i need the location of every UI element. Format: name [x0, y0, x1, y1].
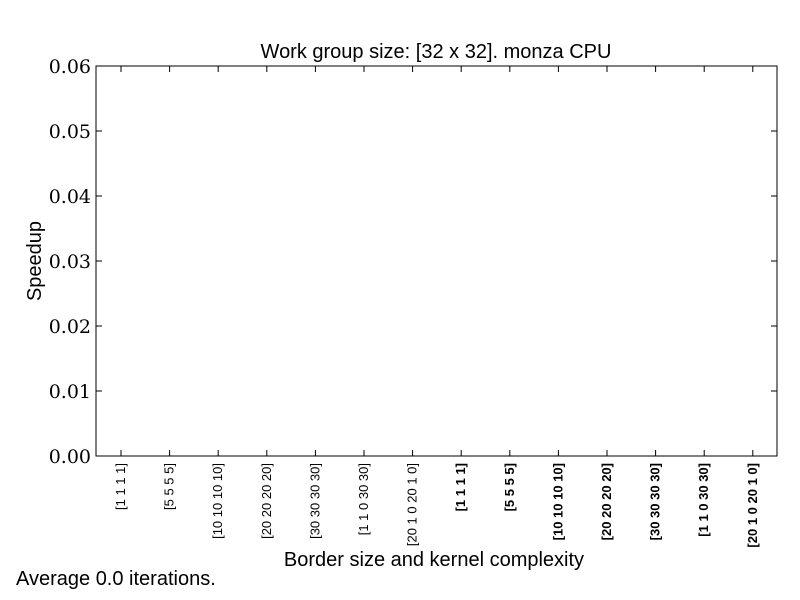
y-tick-label: 0.06 [49, 56, 91, 78]
x-tick-label: [30 30 30 30] [648, 463, 663, 540]
y-tick-label: 0.04 [49, 186, 91, 208]
x-tick-label: [20 20 20 20] [259, 463, 274, 539]
x-tick-label: [10 10 10 10] [550, 463, 565, 540]
x-tick-label: [30 30 30 30] [307, 463, 322, 539]
x-tick-label: [1 1 1 1] [453, 463, 468, 511]
x-tick-label: [10 10 10 10] [210, 463, 225, 539]
y-tick-label: 0.03 [49, 251, 91, 273]
footnote: Average 0.0 iterations. [16, 568, 216, 590]
x-tick-label: [20 20 20 20] [599, 463, 614, 540]
y-tick-label: 0.00 [49, 446, 91, 468]
x-tick-label: [20 1 0 20 1 0] [405, 463, 420, 546]
x-tick-label: [1 1 0 30 30] [356, 463, 371, 535]
x-tick-label: [5 5 5 5] [502, 463, 517, 511]
y-axis: 0.00 0.01 0.02 0.03 0.04 0.05 0.06 [49, 56, 777, 468]
y-tick-label: 0.05 [49, 121, 91, 143]
plot-area [95, 65, 778, 457]
x-tick-label: [20 1 0 20 1 0] [745, 463, 760, 548]
x-tick-label: [1 1 1 1] [113, 463, 128, 510]
x-tick-label: [1 1 0 30 30] [696, 463, 711, 537]
x-axis-label: Border size and kernel complexity [284, 549, 584, 571]
y-axis-label: Speedup [24, 221, 46, 301]
x-tick-label: [5 5 5 5] [162, 463, 177, 510]
x-axis: [1 1 1 1] [5 5 5 5] [10 10 10 10] [20 20 20… [113, 66, 760, 548]
chart-title: Work group size: [32 x 32]. monza CPU [261, 41, 612, 63]
y-tick-label: 0.02 [49, 316, 91, 338]
y-tick-label: 0.01 [49, 381, 91, 403]
